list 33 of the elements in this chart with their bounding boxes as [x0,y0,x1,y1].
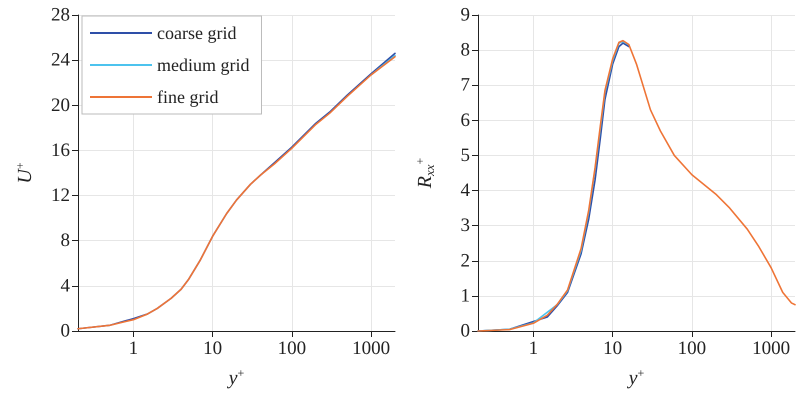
x-tick-label: 100 [678,338,706,359]
x-axis-title: y+ [226,366,245,389]
y-axis-title: Rxx+ [413,158,437,190]
x-tick-label: 10 [603,338,622,359]
x-axis-title: y+ [626,366,645,389]
y-tick-label: 0 [60,320,70,342]
legend-label: medium grid [157,55,250,75]
x-tick-label: 1 [128,338,138,359]
y-tick-label: 3 [460,215,470,236]
y-tick-label: 4 [460,180,470,202]
x-tick-label: 100 [278,338,306,359]
y-tick-label: 16 [51,140,70,161]
y-tick-label: 2 [460,250,470,272]
y-tick-label: 20 [51,94,70,116]
x-tick-label: 1000 [752,338,790,359]
x-tick-label: 1000 [352,338,390,359]
y-tick-label: 8 [60,230,70,252]
y-tick-label: 0 [460,320,470,342]
y-tick-label: 8 [460,40,470,61]
y-tick-label: 9 [460,4,470,26]
y-tick-label: 24 [51,50,70,71]
y-axis-title: U+ [13,162,36,184]
legend-label: fine grid [157,87,218,107]
y-tick-label: 7 [460,74,470,96]
x-tick-label: 10 [203,338,222,359]
x-tick-label: 1 [528,338,538,359]
y-tick-label: 5 [460,144,470,166]
y-tick-label: 28 [51,4,70,26]
y-tick-label: 6 [460,110,470,131]
y-tick-label: 12 [51,185,70,206]
legend-label: coarse grid [157,23,236,43]
y-tick-label: 1 [460,285,470,306]
y-tick-label: 4 [60,275,70,296]
